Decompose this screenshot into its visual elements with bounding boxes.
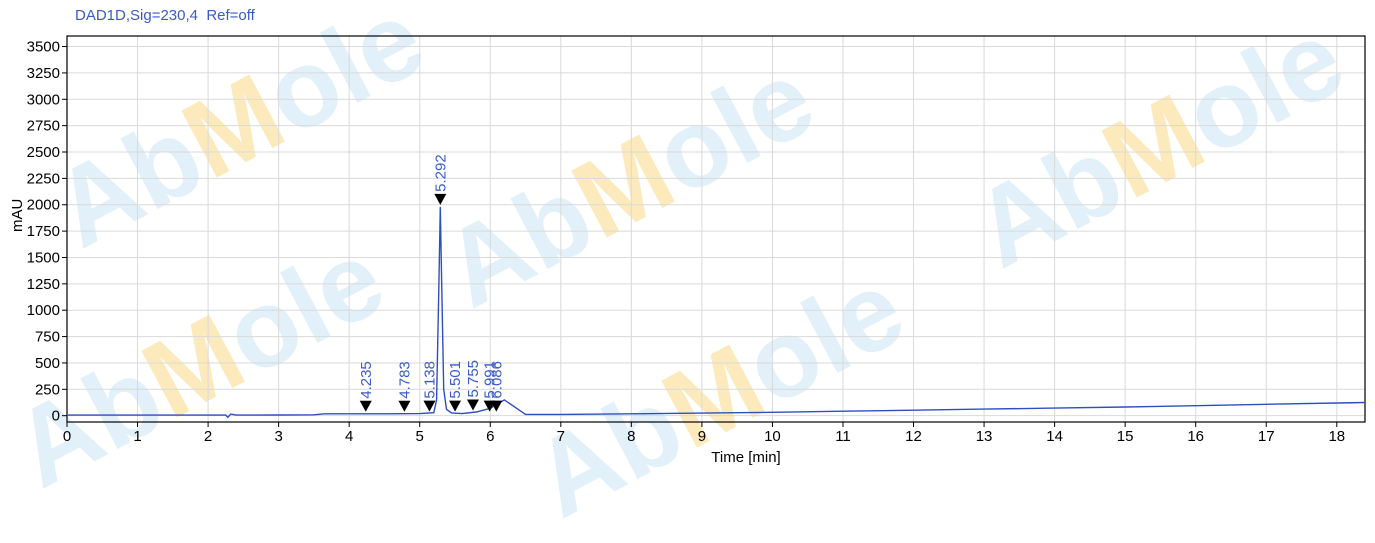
peak-marker — [490, 400, 503, 412]
x-tick-label: 5 — [416, 428, 424, 445]
peak-label: 4.783 — [396, 361, 413, 399]
x-tick-label: 2 — [204, 428, 212, 445]
y-tick-label: 3500 — [27, 39, 60, 56]
y-tick-label: 1250 — [27, 276, 60, 293]
y-tick-label: 2000 — [27, 197, 60, 214]
peak-label: 6.086 — [488, 361, 505, 399]
peak-label: 5.501 — [447, 361, 464, 399]
x-tick-label: 1 — [133, 428, 141, 445]
y-tick-label: 1750 — [27, 223, 60, 240]
y-tick-label: 1000 — [27, 302, 60, 319]
peak-label: 5.292 — [432, 154, 449, 192]
y-tick-label: 2750 — [27, 118, 60, 135]
x-tick-label: 12 — [905, 428, 922, 445]
peak-marker — [398, 400, 411, 412]
x-tick-label: 16 — [1187, 428, 1204, 445]
x-tick-label: 14 — [1046, 428, 1063, 445]
y-tick-label: 0 — [52, 408, 60, 425]
x-tick-label: 17 — [1258, 428, 1275, 445]
peak-label: 5.138 — [421, 361, 438, 399]
y-tick-label: 500 — [35, 355, 60, 372]
x-tick-label: 8 — [627, 428, 635, 445]
x-tick-label: 13 — [976, 428, 993, 445]
x-tick-label: 15 — [1117, 428, 1134, 445]
x-tick-label: 10 — [764, 428, 781, 445]
x-tick-label: 7 — [557, 428, 565, 445]
y-axis-label: mAU — [9, 199, 26, 232]
peak-label: 5.755 — [465, 360, 482, 398]
plot-area: 0 1 2 3 4 5 6 7 8 9 10 11 12 13 14 15 16 17 18025050075010… — [9, 35, 1366, 466]
x-tick-label: 4 — [345, 428, 353, 445]
peak-marker — [466, 399, 479, 411]
x-tick-label: 18 — [1328, 428, 1345, 445]
peak-marker — [423, 400, 436, 412]
y-tick-label: 1500 — [27, 249, 60, 266]
x-tick-label: 9 — [698, 428, 706, 445]
y-tick-label: 250 — [35, 381, 60, 398]
x-tick-label: 11 — [835, 428, 851, 445]
x-tick-label: 6 — [486, 428, 494, 445]
peak-marker — [359, 400, 372, 412]
x-tick-label: 3 — [274, 428, 282, 445]
peak-label: 5.991 — [482, 361, 499, 399]
peak-label: 4.235 — [358, 361, 375, 399]
x-axis-label: Time [min] — [711, 449, 780, 466]
signal-title: DAD1D,Sig=230,4 Ref=off — [75, 7, 255, 24]
plot-frame — [66, 35, 1366, 423]
y-tick-label: 3250 — [27, 65, 60, 82]
trace-line — [67, 206, 1366, 419]
y-tick-label: 2250 — [27, 170, 60, 187]
x-tick-label: 0 — [63, 428, 71, 445]
peak-marker — [449, 400, 462, 412]
peak-marker — [434, 193, 447, 205]
y-tick-label: 2500 — [27, 144, 60, 161]
y-tick-label: 3000 — [27, 91, 60, 108]
y-tick-label: 750 — [35, 329, 60, 346]
